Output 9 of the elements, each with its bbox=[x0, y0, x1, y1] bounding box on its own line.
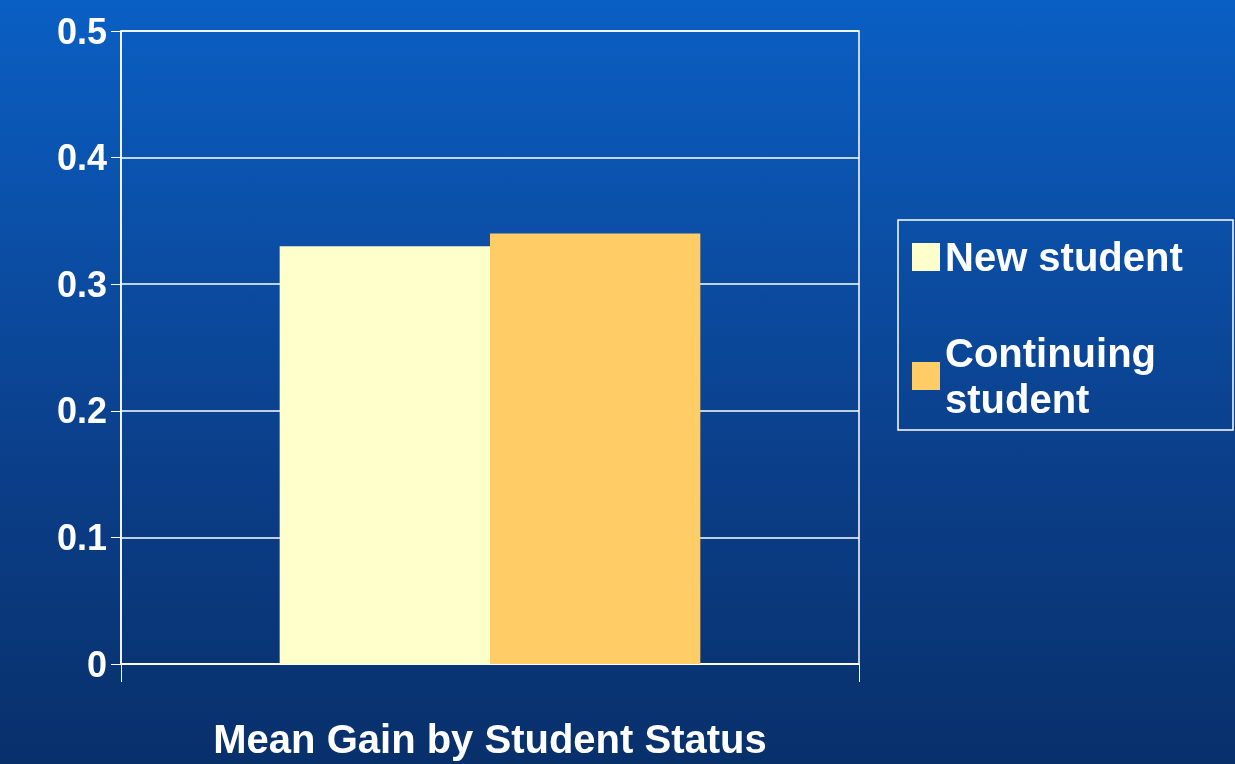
legend-label: Continuing student bbox=[945, 331, 1168, 421]
y-tick-label: 0.4 bbox=[56, 137, 107, 179]
y-tick-label: 0.5 bbox=[56, 10, 107, 52]
y-tick-label: 0.3 bbox=[56, 263, 107, 305]
x-axis-title: Mean Gain by Student Status bbox=[213, 717, 767, 761]
legend-label: New student bbox=[945, 235, 1183, 279]
y-tick-label: 0 bbox=[86, 643, 107, 685]
y-tick-label: 0.1 bbox=[56, 516, 107, 558]
y-tick-label: 0.2 bbox=[56, 390, 107, 432]
